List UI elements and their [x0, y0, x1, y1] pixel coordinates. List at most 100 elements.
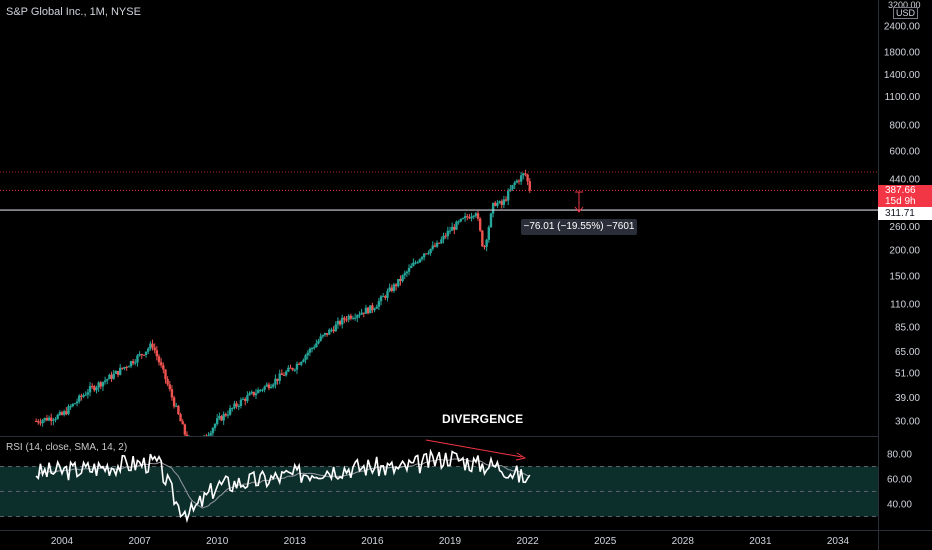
price-tick-label: 200.00 [889, 246, 920, 257]
candle-body [394, 284, 398, 287]
candle-body [472, 215, 475, 217]
candle-body [47, 417, 51, 421]
candle-body [269, 386, 273, 389]
candle-body [459, 218, 462, 222]
candle-body [110, 374, 113, 379]
candle-body [58, 412, 62, 415]
candle-body [457, 221, 460, 223]
candle-body [405, 271, 409, 274]
candle-body [485, 239, 488, 247]
candle-body [155, 350, 159, 357]
candle-body [259, 389, 262, 391]
candle-body [474, 213, 478, 216]
candle-body [433, 245, 437, 247]
candle-body [427, 253, 430, 255]
price-tick-label: 30.00 [895, 417, 920, 428]
candle-body [71, 403, 74, 407]
candle-body [170, 389, 174, 398]
candle-body [379, 296, 383, 302]
candle-body [151, 343, 154, 348]
candle-body [138, 354, 141, 356]
candle-body [175, 405, 178, 407]
time-tick-label: 2031 [749, 536, 772, 547]
divergence-annotation: DIVERGENCE [442, 412, 524, 426]
candle-body [237, 406, 240, 408]
time-tick-label: 2013 [284, 536, 307, 547]
candle-body [159, 362, 163, 366]
candle-body [121, 367, 124, 369]
candle-body [321, 335, 325, 337]
rsi-tick-label: 80.00 [887, 450, 912, 461]
price-tick-label: 39.00 [895, 393, 920, 404]
candle-body [498, 201, 501, 203]
candle-body [392, 284, 396, 292]
price-tick-label: 1800.00 [884, 48, 921, 59]
candle-body [254, 393, 258, 396]
candle-body [390, 287, 393, 292]
candle-body [207, 435, 210, 436]
price-tick-label: 600.00 [889, 147, 920, 158]
candle-body [364, 307, 368, 314]
candle-body [483, 246, 486, 248]
candle-body [295, 363, 299, 370]
candle-body [263, 386, 266, 390]
candle-body [108, 374, 111, 380]
candle-body [218, 416, 221, 419]
price-tick-label: 800.00 [889, 121, 920, 132]
currency-badge[interactable]: USD [893, 7, 919, 19]
candle-body [123, 366, 126, 369]
candle-body [209, 433, 212, 436]
rsi-indicator-label[interactable]: RSI (14, close, SMA, 14, 2) [6, 442, 128, 453]
candle-body [448, 230, 452, 232]
candle-body [172, 397, 176, 407]
price-tick-label: 51.00 [895, 369, 920, 380]
candle-body [438, 242, 441, 244]
candle-body [140, 354, 143, 356]
candle-body [478, 218, 482, 231]
candle-body [129, 361, 133, 367]
candle-body [517, 180, 521, 182]
candle-body [256, 389, 260, 394]
target-price-tag: 311.71 [878, 207, 932, 220]
candle-body [142, 354, 146, 356]
candle-body [43, 417, 46, 421]
candle-body [358, 314, 361, 316]
candle-body [418, 259, 422, 263]
candle-body [528, 181, 531, 191]
time-tick-label: 2019 [439, 536, 462, 547]
candle-body [34, 421, 38, 422]
candle-body [500, 201, 503, 205]
candle-body [319, 336, 322, 341]
candle-body [82, 395, 85, 397]
candle-body [119, 367, 122, 375]
time-tick-label: 2004 [51, 536, 74, 547]
candle-body [125, 366, 128, 368]
time-tick-label: 2034 [827, 536, 850, 547]
candle-body [86, 392, 90, 395]
candle-body [65, 411, 68, 415]
candle-body [338, 320, 342, 325]
candle-body [519, 175, 523, 182]
candle-body [284, 371, 288, 376]
candle-body [274, 378, 277, 385]
candle-body [280, 373, 284, 375]
candle-body [468, 217, 471, 219]
candle-body [360, 312, 363, 315]
candle-body [272, 384, 275, 387]
price-tick-label: 85.00 [895, 323, 920, 334]
divergence-arrow-head [515, 452, 527, 461]
price-tick-label: 1400.00 [884, 70, 921, 81]
candle-body [455, 221, 458, 230]
candle-body [397, 279, 400, 287]
candle-body [149, 343, 152, 349]
candle-body [54, 418, 57, 420]
bar-countdown: 15d 9h [885, 196, 916, 207]
candle-body [487, 227, 490, 240]
candle-body [470, 216, 473, 219]
candle-body [235, 403, 238, 407]
candle-body [414, 262, 417, 264]
candle-body [297, 363, 301, 365]
candle-body [343, 317, 346, 320]
candle-body [522, 173, 525, 176]
